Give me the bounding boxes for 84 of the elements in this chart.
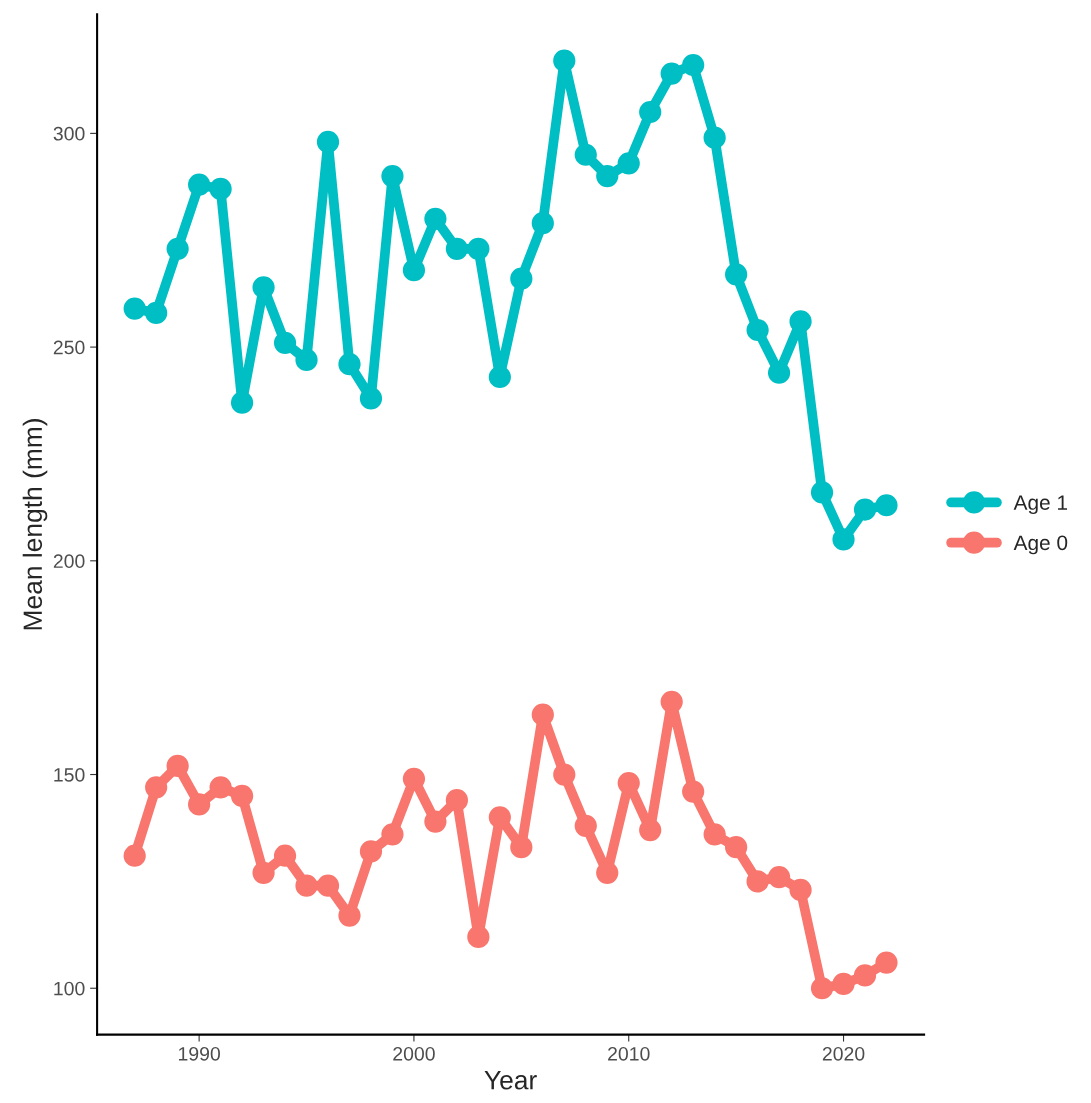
point: [789, 878, 812, 902]
point: [381, 165, 404, 188]
y-axis-title: Mean length (mm): [22, 419, 48, 630]
point: [252, 276, 275, 299]
point: [596, 861, 619, 884]
point: [316, 874, 340, 897]
point: [682, 53, 705, 77]
point: [767, 865, 791, 889]
point: [853, 498, 877, 521]
point: [810, 977, 834, 1000]
y-tick-label: 300: [53, 126, 85, 141]
point: [746, 318, 769, 342]
point: [746, 870, 769, 893]
y-tick-label: 100: [54, 981, 85, 996]
point: [338, 353, 361, 376]
x-tick-label: 1990: [178, 1046, 220, 1061]
x-tick-label: 2010: [608, 1046, 650, 1061]
point: [639, 818, 662, 842]
point: [810, 481, 834, 504]
point: [445, 237, 468, 260]
point: [445, 789, 468, 812]
x-tick-label: 2000: [393, 1046, 435, 1061]
point: [467, 925, 490, 949]
point: [209, 776, 232, 799]
point: [531, 703, 554, 726]
point: [789, 310, 812, 333]
point: [145, 776, 168, 799]
point: [209, 177, 232, 201]
point: [230, 784, 254, 808]
point: [166, 237, 189, 260]
y-tick-label: 250: [53, 340, 85, 355]
point: [424, 207, 447, 230]
point: [424, 810, 447, 833]
point: [875, 951, 898, 974]
point: [402, 259, 426, 282]
point: [660, 690, 683, 713]
point: [402, 767, 426, 790]
point: [295, 874, 318, 897]
point: [639, 100, 662, 124]
point: [467, 237, 490, 260]
point: [553, 763, 576, 786]
point: [617, 152, 640, 175]
point: [832, 972, 855, 996]
point: [617, 771, 640, 795]
point: [725, 836, 748, 859]
point: [295, 348, 318, 372]
point: [145, 301, 168, 325]
point: [316, 130, 340, 154]
point: [273, 331, 297, 354]
point: [510, 836, 533, 859]
point: [230, 391, 254, 414]
legend-label: Age 0: [1013, 535, 1068, 555]
point: [359, 840, 383, 863]
point: [682, 780, 705, 803]
x-tick-label: 2020: [822, 1046, 865, 1061]
point: [359, 387, 383, 410]
point: [510, 267, 533, 290]
point: [574, 814, 597, 837]
point: [703, 126, 726, 149]
point: [488, 806, 511, 829]
point: [338, 904, 361, 927]
point: [188, 793, 211, 816]
point: [703, 823, 726, 846]
point: [531, 212, 554, 235]
point: [273, 844, 297, 867]
y-tick-label: 150: [54, 767, 85, 782]
x-axis-title: Year: [484, 1071, 537, 1090]
point: [166, 754, 189, 778]
point: [252, 861, 275, 884]
point: [488, 365, 511, 389]
legend-label: Age 1: [1013, 495, 1068, 515]
y-tick-label: 200: [53, 554, 85, 569]
point: [875, 494, 898, 517]
point: [832, 528, 855, 551]
point: [725, 263, 748, 286]
point: [123, 844, 146, 867]
point: [660, 62, 683, 85]
point: [574, 143, 597, 166]
point: [553, 49, 576, 72]
point: [188, 173, 211, 196]
point: [123, 297, 146, 320]
point: [853, 964, 877, 987]
point: [381, 823, 404, 846]
point: [596, 165, 619, 188]
